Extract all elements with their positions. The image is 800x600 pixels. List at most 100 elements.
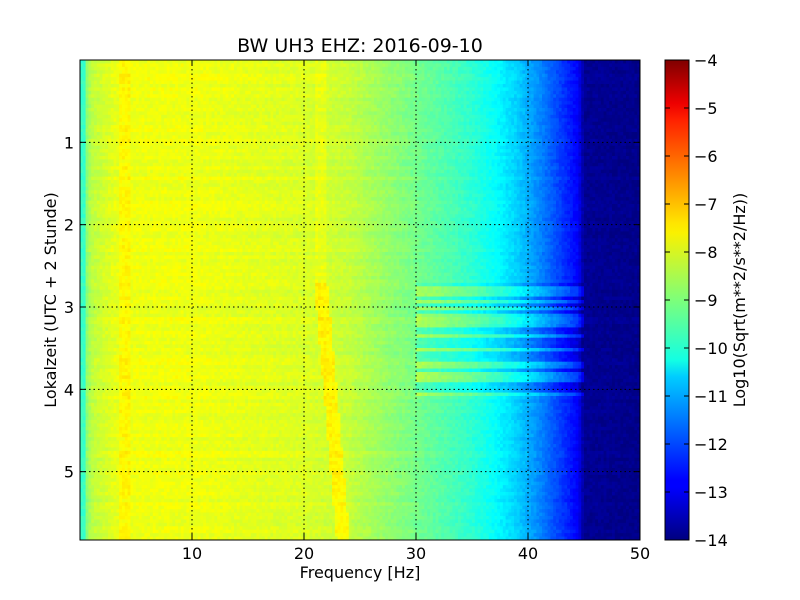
heatmap-cell: [421, 128, 425, 133]
heatmap-cell: [617, 90, 621, 95]
heatmap-cell: [382, 73, 386, 78]
heatmap-cell: [96, 97, 100, 102]
heatmap-cell: [374, 125, 378, 129]
heatmap-cell: [197, 70, 201, 75]
heatmap-cell: [105, 77, 109, 81]
heatmap-cell: [357, 80, 361, 85]
heatmap-cell: [502, 87, 506, 92]
heatmap-cell: [396, 108, 400, 112]
heatmap-cell: [427, 80, 431, 85]
heatmap-cell: [287, 94, 291, 99]
heatmap-cell: [598, 73, 602, 78]
heatmap-cell: [561, 108, 565, 112]
heatmap-cell: [407, 84, 411, 88]
heatmap-cell: [488, 108, 492, 112]
heatmap-cell: [567, 118, 571, 123]
heatmap-cell: [256, 132, 260, 136]
heatmap-cell: [609, 84, 613, 88]
heatmap-cell: [519, 114, 523, 119]
heatmap-cell: [399, 94, 403, 99]
heatmap-cell: [575, 125, 579, 129]
heatmap-cell: [318, 97, 322, 102]
heatmap-cell: [284, 77, 288, 81]
heatmap-cell: [416, 135, 420, 140]
heatmap-cell: [536, 104, 540, 109]
heatmap-cell: [586, 60, 590, 64]
heatmap-cell: [301, 73, 305, 78]
heatmap-cell: [404, 77, 408, 81]
heatmap-cell: [379, 80, 383, 85]
heatmap-cell: [539, 118, 543, 123]
heatmap-cell: [410, 142, 414, 147]
heatmap-cell: [368, 70, 372, 75]
heatmap-cell: [276, 128, 280, 133]
heatmap-cell: [220, 66, 224, 71]
heatmap-cell: [180, 138, 184, 143]
heatmap-cell: [460, 87, 464, 92]
heatmap-cell: [500, 70, 504, 75]
heatmap-cell: [371, 90, 375, 95]
heatmap-cell: [432, 135, 436, 140]
heatmap-cell: [416, 90, 420, 95]
heatmap-cell: [491, 108, 495, 112]
heatmap-cell: [189, 66, 193, 71]
heatmap-cell: [390, 94, 394, 99]
heatmap-cell: [441, 63, 445, 68]
heatmap-cell: [514, 118, 518, 123]
heatmap-cell: [273, 135, 277, 140]
heatmap-cell: [281, 125, 285, 129]
heatmap-cell: [385, 118, 389, 123]
heatmap-cell: [264, 87, 268, 92]
heatmap-cell: [472, 97, 476, 102]
heatmap-cell: [217, 77, 221, 81]
heatmap-cell: [337, 90, 341, 95]
heatmap-cell: [158, 101, 162, 105]
heatmap-cell: [628, 118, 632, 123]
heatmap-cell: [295, 118, 299, 123]
heatmap-cell: [253, 111, 257, 116]
heatmap-cell: [141, 87, 145, 92]
heatmap-cell: [152, 125, 156, 129]
heatmap-cell: [497, 111, 501, 116]
heatmap-cell: [122, 70, 126, 75]
heatmap-cell: [332, 60, 336, 64]
heatmap-cell: [354, 128, 358, 133]
heatmap-cell: [82, 66, 86, 71]
heatmap-cell: [281, 101, 285, 105]
heatmap-cell: [474, 138, 478, 143]
heatmap-cell: [631, 70, 635, 75]
heatmap-cell: [612, 70, 616, 75]
heatmap-cell: [320, 132, 324, 136]
heatmap-cell: [578, 128, 582, 133]
heatmap-cell: [460, 70, 464, 75]
heatmap-cell: [334, 138, 338, 143]
heatmap-cell: [396, 73, 400, 78]
heatmap-cell: [340, 66, 344, 71]
heatmap-cell: [421, 121, 425, 126]
heatmap-cell: [427, 101, 431, 105]
heatmap-cell: [393, 118, 397, 123]
heatmap-cell: [248, 90, 252, 95]
heatmap-cell: [528, 138, 532, 143]
heatmap-cell: [152, 114, 156, 119]
heatmap-cell: [264, 128, 268, 133]
heatmap-cell: [399, 66, 403, 71]
heatmap-cell: [581, 138, 585, 143]
heatmap-cell: [472, 66, 476, 71]
heatmap-cell: [612, 94, 616, 99]
heatmap-cell: [155, 132, 159, 136]
heatmap-cell: [432, 114, 436, 119]
heatmap-cell: [444, 118, 448, 123]
heatmap-cell: [164, 90, 168, 95]
heatmap-cell: [446, 104, 450, 109]
heatmap-cell: [530, 142, 534, 147]
heatmap-cell: [102, 73, 106, 78]
heatmap-cell: [491, 125, 495, 129]
heatmap-cell: [410, 108, 414, 112]
heatmap-cell: [172, 87, 176, 92]
heatmap-cell: [460, 132, 464, 136]
heatmap-cell: [141, 121, 145, 126]
heatmap-cell: [222, 108, 226, 112]
heatmap-cell: [161, 121, 165, 126]
heatmap-cell: [172, 135, 176, 140]
